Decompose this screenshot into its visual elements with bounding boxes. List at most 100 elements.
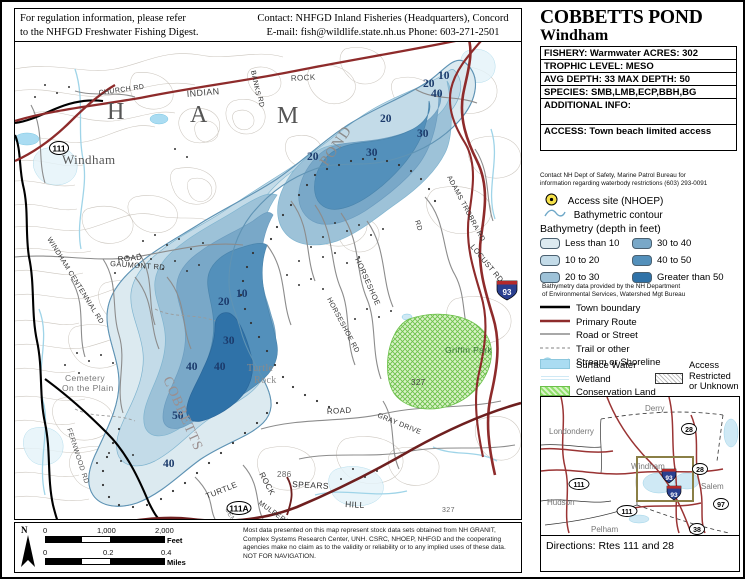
- conservation-land-griffin-park: [387, 313, 492, 410]
- area-swatch-2: [540, 386, 570, 396]
- line-legend-label-4: Stream or Shoreline: [576, 357, 661, 368]
- area-legend-label-0: Surface Water: [576, 360, 637, 371]
- place-label-10: ROAD: [117, 252, 143, 264]
- route-shield-93: 93: [496, 280, 518, 301]
- inset-shield-28-0: 28: [681, 423, 697, 435]
- miles-scalebar: [45, 558, 165, 565]
- inset-shield-111-3: 111: [616, 505, 638, 517]
- inset-shield-111-2: 111: [568, 478, 590, 490]
- feet-scalebar: [45, 536, 165, 543]
- inset-town-londonderry: Londonderry: [549, 427, 594, 436]
- area-legend-label-1: Wetland: [576, 373, 611, 385]
- page-title: COBBETTS POND: [540, 7, 703, 28]
- inset-locator-map[interactable]: Derry Londonderry Hudson Pelham Windham Salem…: [540, 396, 740, 536]
- inset-interstate-93-0: 93: [661, 468, 677, 484]
- north-label: N: [21, 525, 28, 535]
- bathy-credit-line1: Bathymetry data provided by the NH Depar…: [542, 283, 681, 290]
- inset-town-hudson: Hudson: [547, 498, 575, 507]
- scalebar-box: N 0 1,000 2,000 Feet 0 0.2 0.4 Miles Mos…: [14, 522, 522, 573]
- area-swatch-0: [540, 359, 570, 369]
- bathy-legend-2: 20 to 30: [540, 272, 599, 284]
- svg-text:93: 93: [503, 288, 512, 297]
- area-legend-label-2: Conservation Land: [576, 387, 656, 398]
- town-subtitle: Windham: [540, 27, 609, 44]
- access-restricted-swatch: [655, 373, 683, 384]
- disclaimer-line1: Most data presented on this map represen…: [243, 527, 496, 534]
- place-label-5: RD: [256, 96, 265, 108]
- line-swatch-2: [540, 333, 570, 335]
- north-arrow-icon: [21, 535, 35, 567]
- disclaimer-line4: NOT FOR NAVIGATION.: [243, 552, 316, 560]
- marine-note-line2: information regarding waterbody restrict…: [540, 180, 708, 187]
- depth-label-40-10: 40: [186, 361, 198, 373]
- primary-route-111a: [136, 401, 521, 519]
- disclaimer-line2: Complex Systems Research Center, UNH. CS…: [243, 535, 502, 543]
- fact-row-trophic: TROPHIC LEVEL: MESO: [541, 60, 736, 73]
- primary-route-93b: [448, 40, 487, 458]
- directions-box: Directions: Rtes 111 and 28: [540, 536, 740, 572]
- place-label-14: Cemetery: [65, 373, 105, 383]
- access-restricted-line1: Access: [689, 360, 719, 370]
- bathy-swatch-1: [540, 255, 560, 266]
- svg-text:93: 93: [670, 492, 678, 499]
- inset-shield-38-5: 38: [689, 523, 705, 535]
- area-legend-1: Wetland: [540, 372, 611, 385]
- line-legend-0: Town boundary: [540, 302, 640, 314]
- inset-interstate-93-1: 93: [666, 485, 682, 501]
- marine-note-line1: Contact NH Dept of Safety, Marine Patrol…: [540, 172, 686, 179]
- bathy-legend-5: Greater than 50: [632, 272, 724, 284]
- place-label-0: Windham: [62, 152, 116, 167]
- marine-patrol-note: Contact NH Dept of Safety, Marine Patrol…: [540, 172, 740, 188]
- bathy-swatch-3: [632, 238, 652, 249]
- feet-tick-2000: 2,000: [155, 526, 174, 535]
- area-swatch-1: [540, 372, 570, 383]
- bathy-legend-0: Less than 10: [540, 238, 619, 250]
- regulation-header-box: For regulation information, please refer…: [14, 8, 522, 42]
- svg-text:111: 111: [52, 143, 66, 153]
- svg-text:28: 28: [696, 467, 704, 474]
- bathymetry-legend-title: Bathymetry (depth in feet): [540, 223, 661, 235]
- bathymetry-credit: Bathymetry data provided by the NH Depar…: [542, 283, 738, 299]
- legend-access-site-label: Access site (NHOEP): [567, 196, 664, 207]
- bathy-legend-4: 40 to 50: [632, 255, 691, 267]
- route-shields: 111 111A 93: [49, 141, 518, 515]
- line-legend-label-1: Primary Route: [576, 316, 637, 328]
- inset-map-svg: Derry Londonderry Hudson Pelham Windham Salem…: [541, 397, 739, 535]
- depth-label-20-8: 20: [218, 296, 230, 308]
- place-label-23: SPEARS: [292, 479, 329, 491]
- fact-row-access: ACCESS: Town beach limited access: [541, 125, 736, 151]
- map-disclaimer: Most data presented on this map represen…: [243, 527, 517, 561]
- contact-note: Contact: NHFGD Inland Fisheries (Headqua…: [247, 12, 519, 39]
- place-label-16: Turtle: [247, 363, 274, 374]
- place-label-2: INDIAN: [186, 86, 220, 99]
- place-label-20: ROAD: [327, 406, 352, 416]
- svg-text:111: 111: [622, 509, 633, 516]
- bathy-swatch-0: [540, 238, 560, 249]
- bathy-label-5: Greater than 50: [657, 272, 724, 283]
- inset-interstate-shields: 93 93: [661, 468, 682, 501]
- line-swatch-1: [540, 319, 570, 322]
- bathy-swatch-4: [632, 255, 652, 266]
- depth-label-20-6: 20: [307, 151, 319, 163]
- inset-town-windham: Windham: [631, 462, 665, 471]
- place-label-24: HILL: [345, 499, 365, 510]
- bathy-credit-line2: of Environmental Services, Watershed Mgt…: [542, 291, 686, 299]
- primary-route-111: [15, 84, 116, 163]
- bathy-label-3: 30 to 40: [657, 238, 692, 249]
- depth-label-10-0: 10: [438, 70, 450, 82]
- inset-shield-28-1: 28: [692, 463, 708, 475]
- svg-text:38: 38: [693, 527, 701, 534]
- line-legend-2: Road or Street: [540, 329, 638, 341]
- miles-tick-0: 0: [43, 548, 48, 557]
- place-label-12: GAUMONT RD: [110, 259, 166, 272]
- place-label-17: Rock: [254, 375, 277, 386]
- inset-town-pelham: Pelham: [591, 525, 618, 534]
- line-swatch-0: [540, 305, 570, 309]
- depth-label-30-3: 30: [417, 128, 429, 140]
- info-panel: COBBETTS POND Windham FISHERY: Warmwater…: [534, 2, 743, 577]
- bathy-label-0: Less than 10: [565, 238, 620, 249]
